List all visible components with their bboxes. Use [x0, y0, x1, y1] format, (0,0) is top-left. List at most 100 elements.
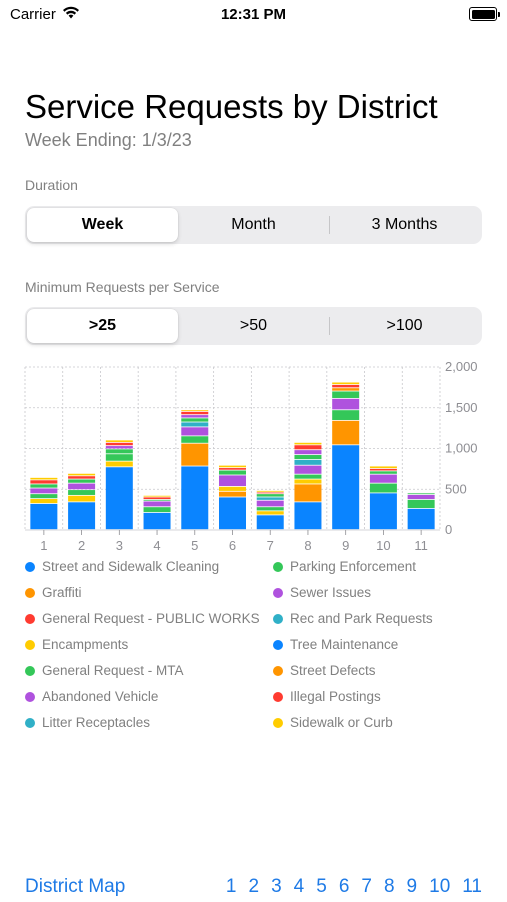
bar-segment [106, 462, 133, 467]
bar-segment [106, 467, 133, 529]
legend-item: General Request - MTA [25, 663, 184, 678]
bar-segment [332, 445, 359, 529]
district-link-11[interactable]: 11 [462, 876, 482, 898]
legend-swatch [25, 562, 35, 572]
bar-segment [144, 501, 171, 506]
bar-segment [370, 469, 397, 471]
x-tick-label: 5 [191, 538, 198, 553]
legend-label: General Request - MTA [42, 663, 184, 678]
legend-item: Graffiti [25, 585, 82, 600]
bar-segment [219, 497, 246, 529]
bar-segment [106, 446, 133, 448]
bar-segment [332, 385, 359, 387]
bar-segment [181, 415, 208, 417]
duration-label: Duration [25, 177, 78, 193]
bar-segment [257, 511, 284, 514]
legend-swatch [273, 640, 283, 650]
bar-segment [30, 488, 57, 493]
legend-label: Street and Sidewalk Cleaning [42, 559, 219, 574]
bar-segment [30, 504, 57, 529]
bar-segment [408, 509, 435, 529]
legend-label: Sidewalk or Curb [290, 715, 393, 730]
bar-segment [408, 495, 435, 499]
legend-swatch [273, 588, 283, 598]
status-bar: Carrier 12:31 PM [0, 0, 507, 30]
duration-segmented-control: Week Month 3 Months [25, 206, 482, 244]
bar-segment [332, 410, 359, 420]
minimum-option-25[interactable]: >25 [27, 309, 178, 343]
district-link-3[interactable]: 3 [271, 876, 282, 898]
minimum-option-50[interactable]: >50 [178, 309, 329, 343]
bar-segment [181, 436, 208, 443]
x-tick-label: 11 [414, 538, 428, 553]
bar-segment [257, 494, 284, 496]
legend-swatch [25, 692, 35, 702]
bar-segment [294, 460, 321, 465]
district-link-6[interactable]: 6 [339, 876, 350, 898]
district-link-4[interactable]: 4 [294, 876, 305, 898]
minimum-requests-label: Minimum Requests per Service [25, 279, 220, 295]
bar-segment [219, 466, 246, 468]
bar-segment [370, 484, 397, 493]
bar-segment [68, 476, 95, 478]
bar-segment [370, 475, 397, 483]
district-link-7[interactable]: 7 [361, 876, 372, 898]
y-tick-label: 0 [445, 522, 452, 537]
legend-item: Sewer Issues [273, 585, 371, 600]
bar-segment [332, 399, 359, 410]
bar-segment [106, 454, 133, 461]
bar-segment [30, 484, 57, 487]
duration-option-month[interactable]: Month [178, 208, 329, 242]
x-tick-label: 7 [267, 538, 274, 553]
legend-item: Illegal Postings [273, 689, 381, 704]
bar-segment [370, 493, 397, 529]
legend-label: Illegal Postings [290, 689, 381, 704]
bar-segment [219, 468, 246, 470]
bar-segment [68, 502, 95, 529]
legend-item: Street Defects [273, 663, 376, 678]
y-tick-label: 500 [445, 481, 467, 496]
bar-segment [294, 479, 321, 483]
legend-swatch [273, 562, 283, 572]
legend-swatch [25, 666, 35, 676]
bar-segment [68, 490, 95, 495]
x-tick-label: 6 [229, 538, 236, 553]
y-tick-label: 1,000 [445, 441, 478, 456]
district-link-5[interactable]: 5 [316, 876, 327, 898]
district-link-10[interactable]: 10 [429, 876, 450, 898]
bar-segment [408, 493, 435, 494]
legend-swatch [273, 718, 283, 728]
district-map-link[interactable]: District Map [25, 876, 125, 898]
page-subtitle: Week Ending: 1/3/23 [25, 130, 192, 151]
bar-segment [219, 471, 246, 475]
legend-label: Sewer Issues [290, 585, 371, 600]
legend-item: Street and Sidewalk Cleaning [25, 559, 219, 574]
bar-segment [144, 513, 171, 529]
legend-item: General Request - PUBLIC WORKS [25, 611, 260, 626]
legend-label: Parking Enforcement [290, 559, 416, 574]
bar-segment [68, 474, 95, 476]
battery-icon [469, 7, 497, 21]
minimum-option-100[interactable]: >100 [329, 309, 480, 343]
bar-segment [106, 449, 133, 453]
bar-segment [219, 487, 246, 491]
district-link-9[interactable]: 9 [407, 876, 418, 898]
bar-segment [68, 484, 95, 490]
page-title: Service Requests by District [25, 88, 438, 126]
district-link-2[interactable]: 2 [249, 876, 260, 898]
x-tick-label: 9 [342, 538, 349, 553]
duration-option-3-months[interactable]: 3 Months [329, 208, 480, 242]
legend-item: Rec and Park Requests [273, 611, 433, 626]
bar-segment [332, 391, 359, 398]
bar-segment [144, 500, 171, 501]
bar-segment [370, 471, 397, 473]
duration-option-week[interactable]: Week [27, 208, 178, 242]
bar-segment [181, 412, 208, 414]
bar-segment [294, 484, 321, 501]
district-link-8[interactable]: 8 [384, 876, 395, 898]
x-tick-label: 4 [153, 538, 160, 553]
x-tick-label: 8 [304, 538, 311, 553]
district-link-1[interactable]: 1 [226, 876, 237, 898]
bar-segment [144, 497, 171, 499]
